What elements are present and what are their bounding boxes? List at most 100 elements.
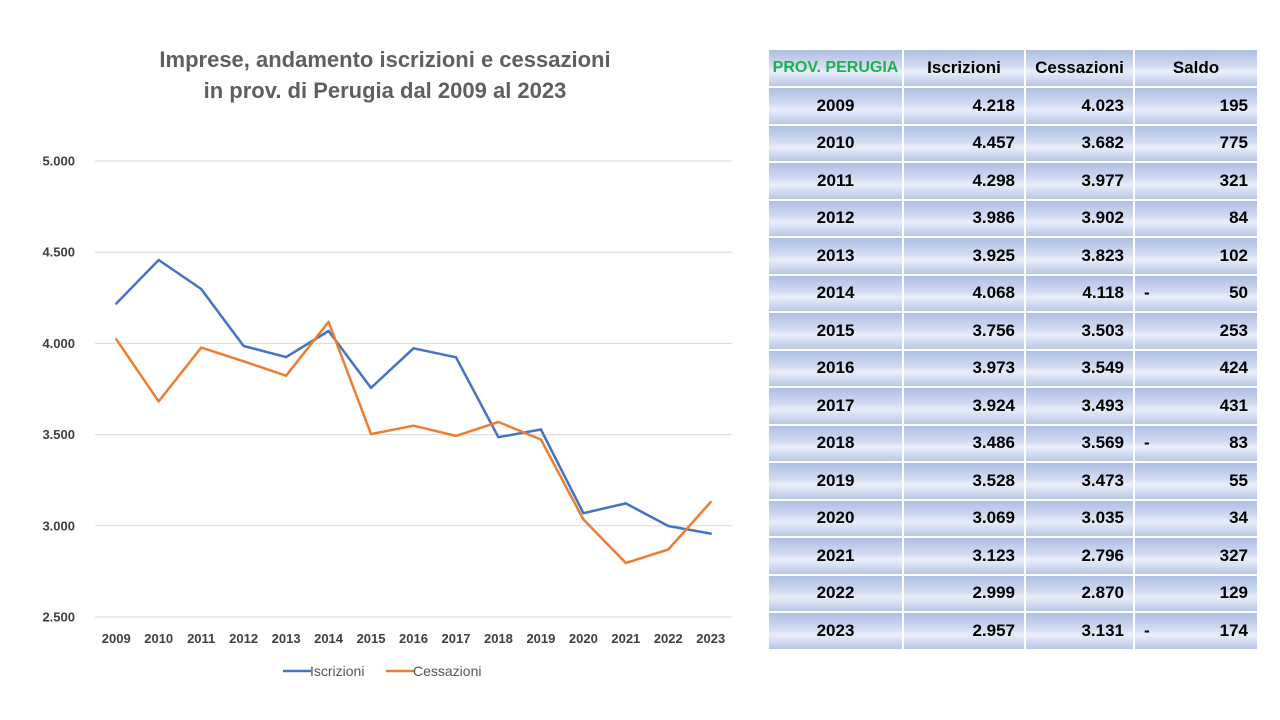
series-line-cessazioni <box>115 320 712 565</box>
x-tick-label: 2022 <box>654 631 683 646</box>
year-cell: 2018 <box>769 425 904 463</box>
data-point <box>327 329 330 333</box>
x-tick-label: 2017 <box>442 631 471 646</box>
data-point <box>242 360 245 363</box>
saldo-value: 129 <box>1219 583 1248 603</box>
iscrizioni-cell: 3.123 <box>904 538 1026 576</box>
year-cell: 2022 <box>769 575 904 613</box>
saldo-value: 424 <box>1219 358 1248 378</box>
table-row: 2019 3.528 3.473 55 <box>769 463 1257 501</box>
year-cell: 2013 <box>769 238 904 276</box>
cessazioni-cell: 3.549 <box>1026 350 1135 388</box>
x-tick-label: 2016 <box>399 631 428 646</box>
x-tick-label: 2021 <box>611 631 640 646</box>
iscrizioni-cell: 3.924 <box>904 388 1026 426</box>
saldo-cell: 129 <box>1135 575 1257 613</box>
data-point <box>539 438 543 441</box>
saldo-cell: 321 <box>1135 163 1257 201</box>
y-tick-label: 4.500 <box>42 245 75 260</box>
iscrizioni-cell: 3.486 <box>904 425 1026 463</box>
year-cell: 2016 <box>769 350 904 388</box>
data-point <box>709 532 712 535</box>
data-point <box>624 561 628 565</box>
table-row: 2021 3.123 2.796 327 <box>769 538 1257 576</box>
cessazioni-cell: 2.796 <box>1026 538 1135 576</box>
table-row: 2014 4.068 4.118- 50 <box>769 275 1257 313</box>
year-cell: 2015 <box>769 313 904 351</box>
negative-sign: - <box>1144 433 1150 453</box>
saldo-value: 431 <box>1219 395 1248 415</box>
data-point <box>582 518 585 521</box>
table-row: 2012 3.986 3.902 84 <box>769 200 1257 238</box>
cessazioni-cell: 3.823 <box>1026 238 1135 276</box>
year-cell: 2023 <box>769 613 904 651</box>
iscrizioni-cell: 3.069 <box>904 500 1026 538</box>
y-tick-label: 2.500 <box>42 610 75 625</box>
data-table: PROV. PERUGIA Iscrizioni Cessazioni Sald… <box>769 50 1257 651</box>
cessazioni-cell: 3.503 <box>1026 313 1135 351</box>
table-row: 2017 3.924 3.493 431 <box>769 388 1257 426</box>
year-cell: 2014 <box>769 275 904 313</box>
cessazioni-cell: 4.023 <box>1026 88 1135 126</box>
table-row: 2018 3.486 3.569- 83 <box>769 425 1257 463</box>
data-point <box>454 356 458 359</box>
x-tick-label: 2023 <box>696 631 725 646</box>
cessazioni-cell: 3.473 <box>1026 463 1135 501</box>
cessazioni-cell: 2.870 <box>1026 575 1135 613</box>
table-row: 2009 4.218 4.023 195 <box>769 88 1257 126</box>
negative-sign: - <box>1144 620 1150 640</box>
saldo-value: 195 <box>1219 95 1248 115</box>
table-row: 2022 2.999 2.870 129 <box>769 575 1257 613</box>
x-tick-label: 2012 <box>229 631 258 646</box>
cessazioni-cell: 3.493 <box>1026 388 1135 426</box>
data-point <box>539 428 543 431</box>
y-tick-label: 5.000 <box>42 154 75 169</box>
x-tick-label: 2011 <box>187 631 215 646</box>
year-cell: 2009 <box>769 88 904 126</box>
header-prov: PROV. PERUGIA <box>769 50 904 88</box>
saldo-cell: - 83 <box>1135 425 1257 463</box>
x-tick-label: 2019 <box>526 631 555 646</box>
saldo-cell: 431 <box>1135 388 1257 426</box>
header-saldo: Saldo <box>1135 50 1257 88</box>
data-point <box>497 435 500 439</box>
data-point <box>709 500 712 504</box>
saldo-cell: - 50 <box>1135 275 1257 313</box>
saldo-value: 253 <box>1219 320 1248 340</box>
cessazioni-cell: 4.118 <box>1026 275 1135 313</box>
x-tick-label: 2014 <box>314 631 344 646</box>
iscrizioni-cell: 4.218 <box>904 88 1026 126</box>
header-iscrizioni: Iscrizioni <box>904 50 1026 88</box>
table-row: 2023 2.957 3.131- 174 <box>769 613 1257 651</box>
cessazioni-cell: 3.035 <box>1026 500 1135 538</box>
saldo-cell: 34 <box>1135 500 1257 538</box>
year-cell: 2011 <box>769 163 904 201</box>
iscrizioni-cell: 3.925 <box>904 238 1026 276</box>
data-point <box>284 355 288 359</box>
saldo-cell: 102 <box>1135 238 1257 276</box>
data-point <box>667 548 670 551</box>
data-point <box>497 420 500 424</box>
y-tick-label: 3.500 <box>42 427 75 442</box>
year-cell: 2021 <box>769 538 904 576</box>
data-point <box>667 524 670 528</box>
table-row: 2013 3.925 3.823 102 <box>769 238 1257 276</box>
data-point <box>369 386 373 390</box>
saldo-value: 84 <box>1229 208 1248 228</box>
cessazioni-cell: 3.131 <box>1026 613 1135 651</box>
data-point <box>115 338 118 341</box>
saldo-cell: 424 <box>1135 350 1257 388</box>
saldo-value: 775 <box>1219 133 1248 153</box>
saldo-value: 34 <box>1229 508 1248 528</box>
iscrizioni-cell: 3.756 <box>904 313 1026 351</box>
data-point <box>369 432 373 436</box>
saldo-value: 174 <box>1219 620 1248 640</box>
year-cell: 2020 <box>769 500 904 538</box>
x-tick-label: 2009 <box>102 631 131 646</box>
data-point <box>284 374 288 377</box>
x-tick-label: 2018 <box>484 631 513 646</box>
table-row: 2016 3.973 3.549 424 <box>769 350 1257 388</box>
table-header-row: PROV. PERUGIA Iscrizioni Cessazioni Sald… <box>769 50 1257 88</box>
saldo-cell: 327 <box>1135 538 1257 576</box>
cessazioni-cell: 3.682 <box>1026 125 1135 163</box>
